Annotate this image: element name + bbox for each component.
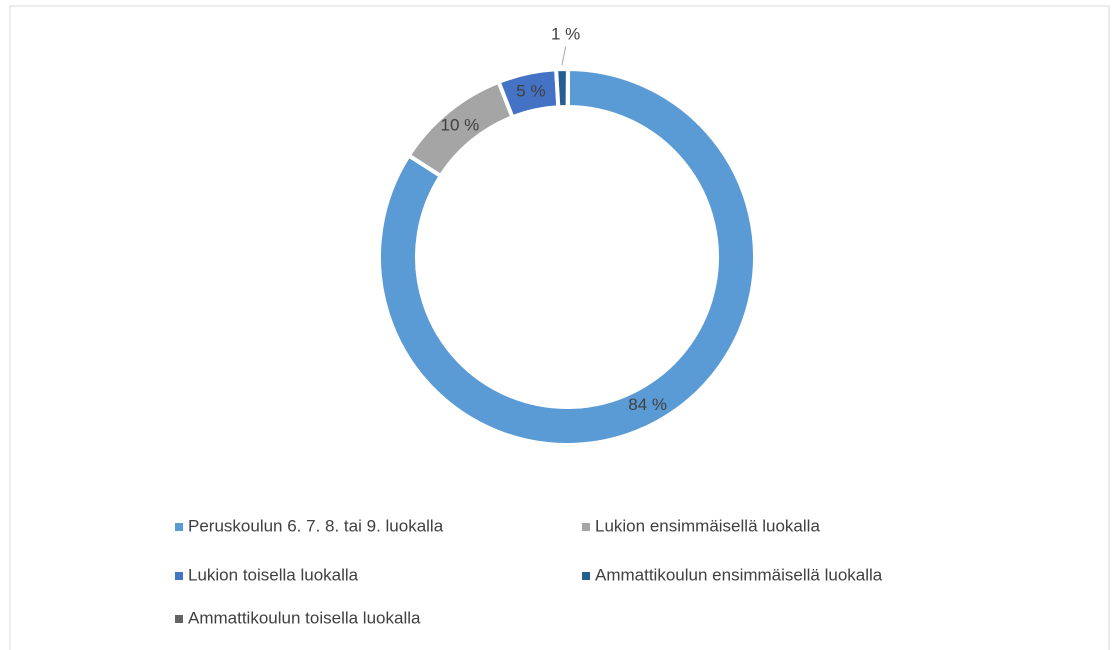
legend-label: Peruskoulun 6. 7. 8. tai 9. luokalla [188, 516, 444, 535]
donut-slice [554, 67, 570, 110]
legend-label: Lukion ensimmäisellä luokalla [595, 516, 820, 535]
data-label: 10 % [441, 116, 480, 135]
legend-label: Ammattikoulun toisella luokalla [188, 608, 421, 627]
legend-swatch [582, 572, 590, 580]
legend-swatch [175, 523, 183, 531]
data-label: 1 % [551, 24, 580, 43]
legend-swatch [175, 615, 183, 623]
donut-slice [377, 66, 757, 447]
data-label: 5 % [516, 81, 545, 100]
chart-frame [9, 5, 1110, 650]
legend-label: Lukion toisella luokalla [188, 565, 359, 584]
legend-label: Ammattikoulun ensimmäisellä luokalla [595, 565, 883, 584]
legend-swatch [175, 572, 183, 580]
data-label: 84 % [628, 395, 667, 414]
leader-line [561, 46, 567, 66]
legend-swatch [582, 523, 590, 531]
